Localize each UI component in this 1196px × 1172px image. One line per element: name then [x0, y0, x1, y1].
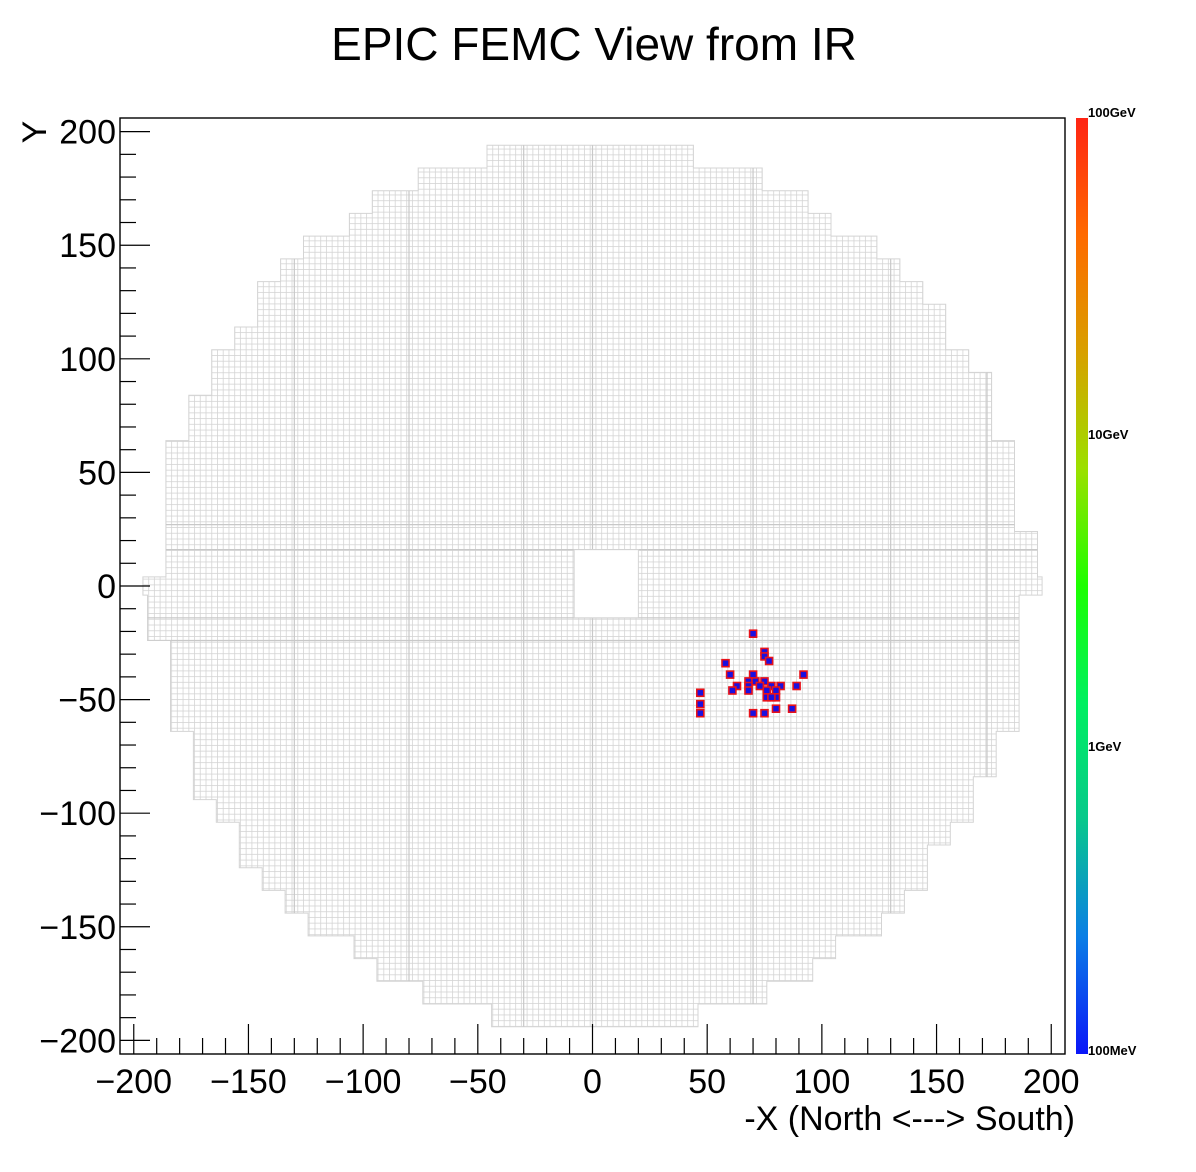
hit-cell	[760, 652, 769, 661]
x-tick-label: −150	[210, 1063, 287, 1101]
hit-cell	[764, 656, 774, 666]
hit-cell	[744, 686, 753, 695]
colorbar	[1076, 118, 1088, 1054]
y-tick-label: 100	[59, 341, 116, 379]
y-tick-label: −200	[39, 1022, 116, 1060]
hit-cell	[748, 670, 758, 679]
y-tick-label: −150	[39, 909, 116, 947]
y-tick-labels: 200 150 100 50 0 −50 −100 −150 −200	[39, 114, 116, 1061]
hit-cell	[695, 688, 705, 698]
x-tick-label: 50	[688, 1063, 726, 1101]
colorbar-label: 100MeV	[1088, 1043, 1137, 1058]
beam-pipe-hole	[573, 549, 639, 619]
y-tick-label: 0	[97, 568, 116, 606]
y-tick-label: 150	[59, 227, 116, 265]
y-tick-label: 200	[59, 114, 116, 152]
x-tick-label: 100	[794, 1063, 851, 1101]
hit-cell	[776, 681, 785, 691]
hit-cell	[771, 704, 781, 714]
y-tick-label: 50	[78, 454, 116, 492]
y-tick-label: −100	[39, 795, 116, 833]
hit-cell	[771, 686, 781, 695]
hit-cell	[760, 677, 769, 686]
colorbar-labels: 100GeV 10GeV 1GeV 100MeV	[1088, 105, 1137, 1058]
x-axis-label: -X (North <---> South)	[744, 1100, 1075, 1138]
colorbar-label: 1GeV	[1088, 739, 1122, 754]
colorbar-label: 10GeV	[1088, 427, 1129, 442]
x-tick-label: 150	[908, 1063, 965, 1101]
x-tick-label: −100	[325, 1063, 402, 1101]
axis-ticks	[120, 131, 1052, 1054]
chart-title: EPIC FEMC View from IR	[331, 18, 857, 70]
hit-cell	[748, 629, 758, 639]
hit-cell	[762, 686, 772, 695]
detector-face	[142, 144, 1043, 1028]
y-axis-label: Y	[16, 121, 54, 144]
x-tick-labels: −200 −150 −100 −50 0 50 100 150 200	[95, 1063, 1079, 1101]
hit-cell	[728, 686, 737, 695]
x-tick-label: 200	[1023, 1063, 1080, 1101]
hit-cell	[725, 670, 735, 679]
hit-cell	[787, 704, 797, 714]
hit-cell	[748, 708, 758, 718]
x-tick-label: −200	[95, 1063, 172, 1101]
hit-cell	[755, 681, 765, 691]
hit-cell	[799, 670, 808, 679]
hit-cell	[792, 681, 801, 691]
hit-cell	[695, 699, 705, 709]
colorbar-label: 100GeV	[1088, 105, 1136, 120]
hit-cell	[767, 681, 776, 691]
hit-cell	[721, 658, 730, 668]
hit-cell	[695, 708, 705, 718]
hit-cell	[732, 681, 742, 691]
hit-layer	[695, 629, 808, 718]
hit-cell	[751, 677, 760, 686]
hit-cell	[760, 708, 769, 718]
y-tick-label: −50	[58, 682, 116, 720]
x-tick-label: 0	[583, 1063, 602, 1101]
hit-cell	[767, 692, 776, 702]
x-tick-label: −50	[449, 1063, 507, 1101]
